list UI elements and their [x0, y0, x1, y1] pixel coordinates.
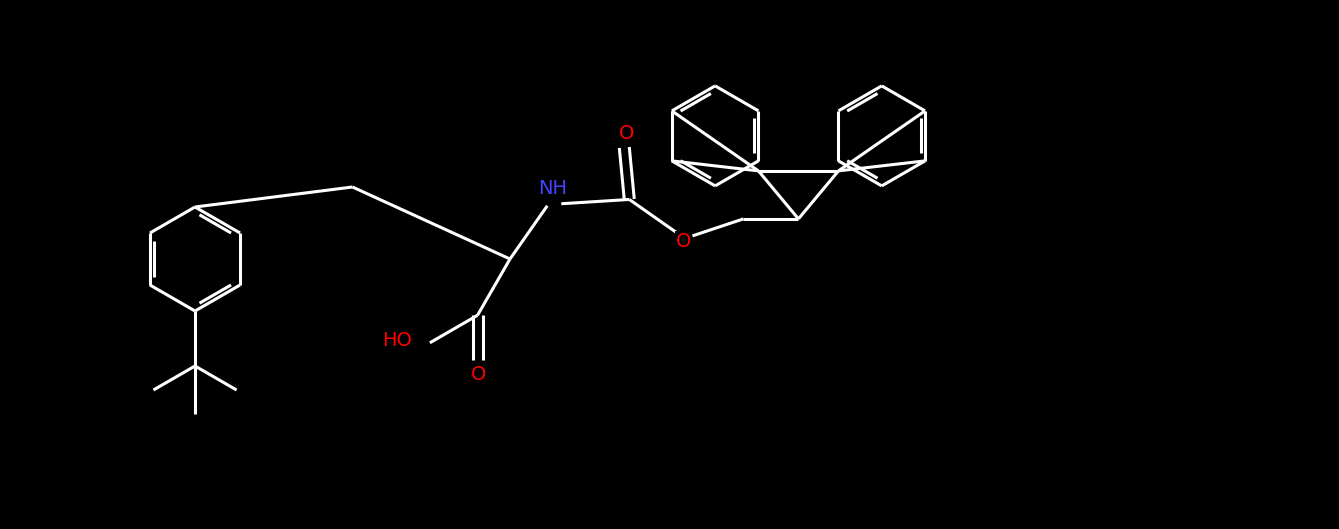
Text: O: O: [676, 232, 691, 251]
Text: O: O: [471, 365, 486, 384]
Text: O: O: [619, 124, 633, 143]
Text: NH: NH: [538, 179, 566, 198]
Text: HO: HO: [382, 331, 412, 350]
